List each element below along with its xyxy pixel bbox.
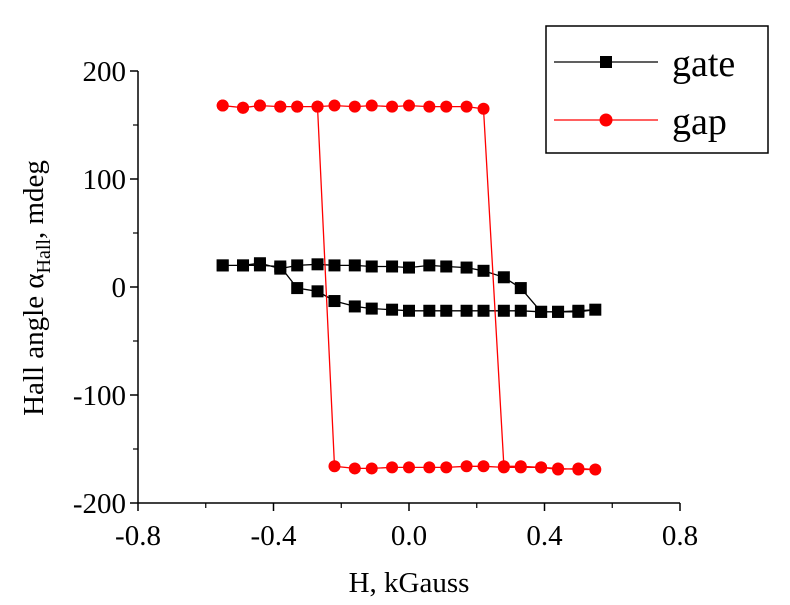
gate-point (386, 303, 399, 316)
gap-point (216, 99, 229, 112)
gap-point (403, 461, 415, 474)
gap-point (386, 461, 399, 474)
gate-point (311, 258, 324, 271)
gap-point (311, 100, 324, 113)
gate-point (291, 282, 304, 295)
gap-point (589, 463, 602, 476)
gap-point (348, 462, 361, 475)
gap-point (535, 461, 548, 474)
gap-point (328, 460, 341, 473)
gap-point (514, 461, 527, 474)
gate-point (348, 259, 361, 272)
gap-point (237, 101, 250, 114)
gap-point (460, 100, 473, 113)
y-axis-title-subscript: Hall (33, 239, 55, 274)
gate-point (403, 304, 415, 317)
series-gap (216, 99, 602, 476)
gap-point (403, 99, 415, 112)
legend-label-gap: gap (672, 101, 727, 143)
gate-point (237, 259, 250, 272)
gate-point (365, 302, 378, 315)
gate-point (253, 257, 266, 270)
gate-point (291, 259, 304, 272)
series-gate (216, 257, 602, 318)
y-tick-label: 0 (112, 272, 127, 304)
gate-point (328, 259, 341, 272)
gap-point (291, 100, 304, 113)
legend-marker-gate (600, 56, 612, 68)
gate-point (572, 304, 585, 317)
gap-point (348, 100, 361, 113)
gap-point (552, 463, 565, 476)
y-tick-label: -100 (73, 380, 126, 412)
y-axis-title-prefix: Hall angle α (18, 273, 50, 415)
gap-point (423, 100, 436, 113)
gate-point (477, 304, 490, 317)
y-tick-label: -200 (73, 488, 126, 520)
gate-point (552, 305, 565, 318)
x-tick-label: 0.0 (391, 520, 427, 552)
gap-point (274, 100, 287, 113)
gate-point (274, 262, 287, 275)
axes: -0.8 -0.4 0.0 0.4 0.8 200 100 0 -100 -200 (73, 56, 698, 552)
gap-point (497, 461, 510, 474)
x-tick-label: -0.8 (115, 520, 161, 552)
gate-point (440, 260, 453, 273)
series-layer (216, 99, 602, 476)
legend-marker-gap (599, 113, 613, 127)
gap-point (365, 462, 378, 475)
y-axis-title: Hall angle αHall, mdeg (18, 160, 55, 416)
gate-point (514, 304, 527, 317)
gap-point (572, 462, 585, 475)
gap-point (365, 99, 378, 112)
gate-point (460, 261, 473, 274)
y-axis-title-suffix: , mdeg (18, 160, 50, 239)
gate-point (423, 259, 436, 272)
gate-point (216, 259, 229, 272)
gap-point (477, 102, 490, 115)
x-axis-title: H, kGauss (349, 567, 470, 599)
gate-point (423, 304, 436, 317)
gate-point (328, 295, 341, 308)
gate-point (311, 285, 324, 298)
gap-point (328, 99, 341, 112)
gap-point (440, 461, 453, 474)
gap-point (253, 99, 266, 112)
x-tick-label: -0.4 (251, 520, 297, 552)
legend-label-gate: gate (672, 43, 735, 85)
x-tick-label: 0.8 (662, 520, 698, 552)
gate-point (497, 304, 510, 317)
y-tick-label: 100 (83, 164, 127, 196)
gate-point (403, 261, 415, 274)
gap-point (440, 100, 453, 113)
gate-point (348, 300, 361, 313)
x-tick-label: 0.4 (526, 520, 563, 552)
gate-point (386, 260, 399, 273)
gate-point (477, 264, 490, 277)
gate-point (365, 260, 378, 273)
legend: gate gap (545, 25, 769, 154)
gate-point (497, 271, 510, 284)
y-tick-label: 200 (83, 56, 127, 88)
gap-point (386, 100, 399, 113)
gap-point (460, 460, 473, 473)
gate-point (535, 305, 548, 318)
gap-line (222, 104, 596, 471)
gate-point (460, 304, 473, 317)
gate-point (440, 304, 453, 317)
gate-point (514, 282, 527, 295)
gap-point (477, 460, 490, 473)
legend-box (545, 25, 769, 154)
gap-point (423, 461, 436, 474)
gate-point (589, 303, 602, 316)
